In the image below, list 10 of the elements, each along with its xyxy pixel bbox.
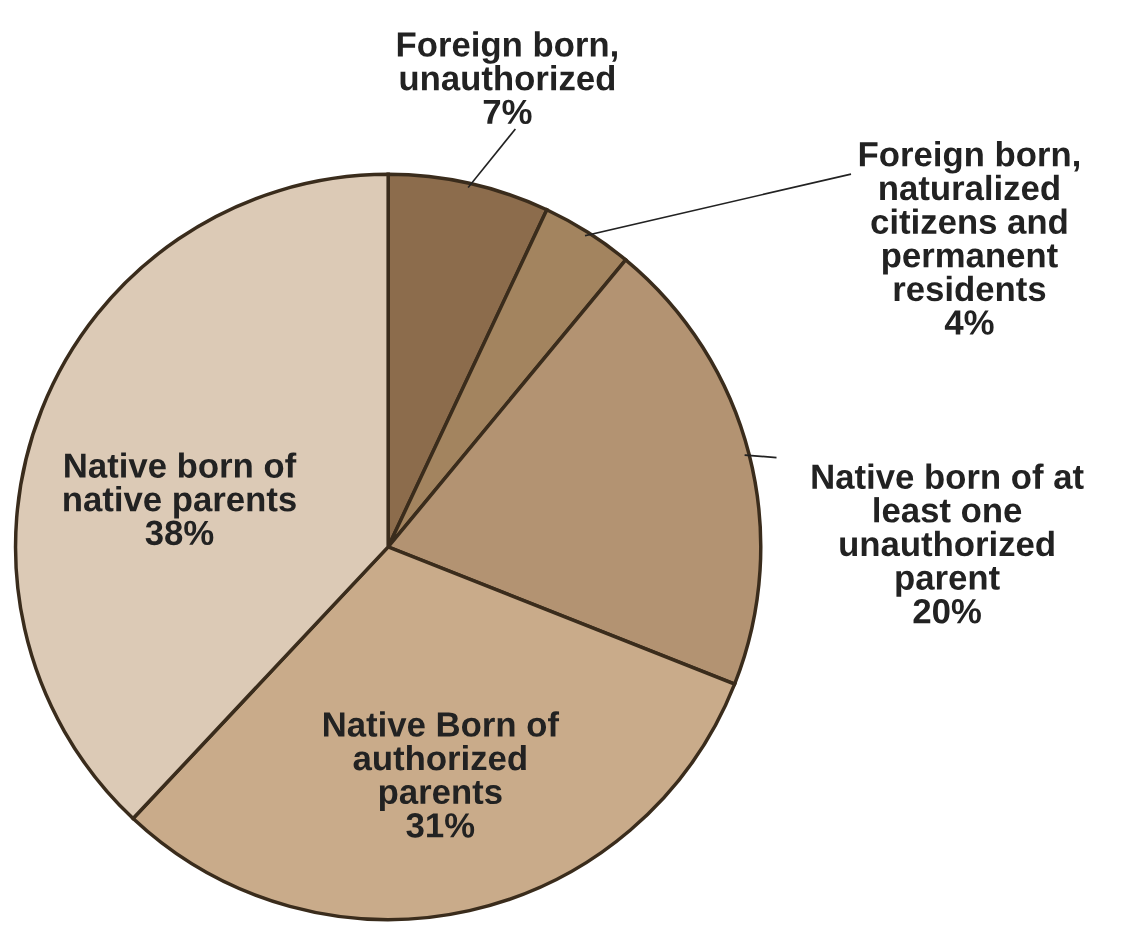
- slice-label: Native Born of authorized parents: [324, 711, 560, 811]
- data-label: 4%: [944, 310, 994, 335]
- slice-label: Foreign born, unauthorized: [397, 31, 617, 91]
- data-label: 38%: [145, 520, 214, 546]
- slice-label: Native born of at least one unauthorized parent: [812, 463, 1084, 597]
- slice-label: Foreign born, naturalized citizens and permanent residents: [859, 141, 1079, 302]
- data-label: 7%: [483, 99, 532, 125]
- data-label: 20%: [913, 598, 981, 624]
- data-label: 31%: [406, 813, 475, 838]
- slice-label: Native born of native parents: [64, 452, 297, 519]
